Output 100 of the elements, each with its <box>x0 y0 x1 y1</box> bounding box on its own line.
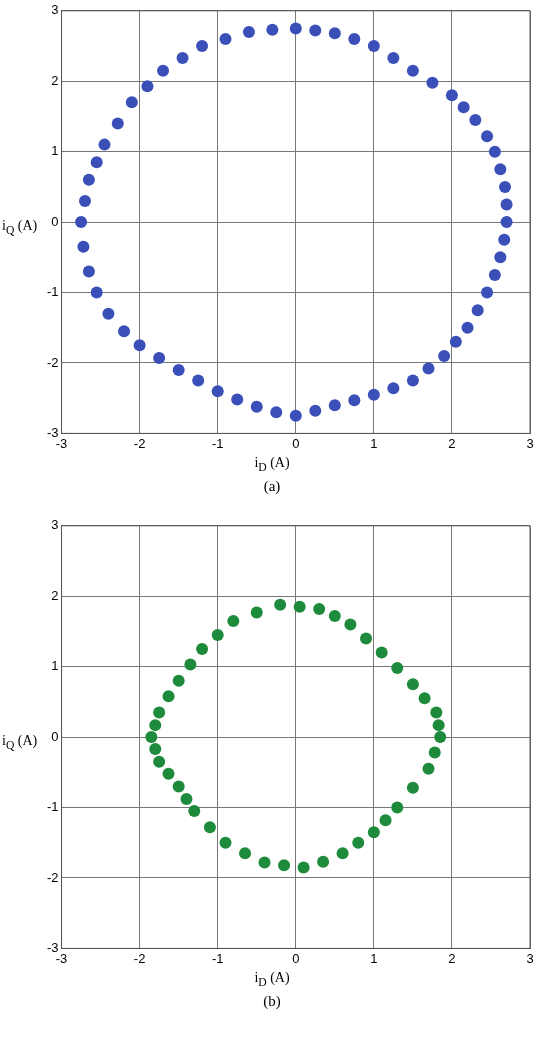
y-tick-label: 2 <box>51 72 59 88</box>
point <box>313 602 326 615</box>
point <box>428 746 441 759</box>
y-tick-label: -3 <box>47 939 59 955</box>
y-tick-label: -3 <box>47 424 59 440</box>
point <box>98 138 111 151</box>
point <box>250 400 263 413</box>
point <box>328 609 341 622</box>
y-axis-title: i$_{Q}$ (A) <box>2 218 38 237</box>
point <box>278 859 291 872</box>
y-tick-label: 3 <box>51 2 59 18</box>
point <box>309 404 322 417</box>
y-tick-label: 1 <box>51 658 59 674</box>
point <box>211 385 224 398</box>
point <box>203 821 216 834</box>
x-tick-label: 3 <box>526 950 534 966</box>
x-axis-title: i$_{D}$ (A) <box>253 455 291 474</box>
x-tick-label: 1 <box>370 435 378 451</box>
point <box>422 762 435 775</box>
point <box>430 706 443 719</box>
point <box>157 64 170 77</box>
point <box>231 393 244 406</box>
point <box>172 780 185 793</box>
point <box>387 51 400 64</box>
x-tick-label: 2 <box>448 435 456 451</box>
x-axis-title: i$_{D}$ (A) <box>253 970 291 989</box>
point <box>499 180 512 193</box>
point <box>500 216 513 229</box>
point <box>82 173 95 186</box>
point <box>125 96 138 109</box>
point <box>387 382 400 395</box>
point <box>172 364 185 377</box>
point <box>500 198 513 211</box>
point <box>344 618 357 631</box>
y-tick-label: -2 <box>47 869 59 885</box>
point <box>196 643 209 656</box>
point <box>297 861 310 874</box>
point <box>391 801 404 814</box>
point <box>172 674 185 687</box>
point <box>445 89 458 102</box>
point <box>242 25 255 38</box>
point <box>118 325 131 338</box>
point <box>162 690 175 703</box>
point <box>379 814 392 827</box>
text: (a) <box>262 478 282 495</box>
point <box>422 362 435 375</box>
y-tick-label: 0 <box>51 728 59 744</box>
point <box>141 80 154 93</box>
point <box>432 719 445 732</box>
y-tick-label: -2 <box>47 354 59 370</box>
point <box>293 600 306 613</box>
point <box>352 836 365 849</box>
point <box>375 646 388 659</box>
point <box>494 251 507 264</box>
point <box>461 321 474 334</box>
point <box>391 662 404 675</box>
point <box>367 388 380 401</box>
y-axis-title: i$_{Q}$ (A) <box>2 733 38 752</box>
y-tick-label: 0 <box>51 213 59 229</box>
point <box>348 394 361 407</box>
point <box>188 805 201 818</box>
point <box>289 409 302 422</box>
point <box>367 826 380 839</box>
point <box>438 349 451 362</box>
point <box>153 706 166 719</box>
y-tick-label: -1 <box>47 284 59 300</box>
point <box>102 307 115 320</box>
point <box>367 40 380 53</box>
y-tick-label: 3 <box>51 517 59 533</box>
point <box>149 719 162 732</box>
point <box>360 632 373 645</box>
x-tick-label: -1 <box>211 435 224 451</box>
point <box>457 101 470 114</box>
point <box>258 856 271 869</box>
point <box>78 194 91 207</box>
point <box>481 286 494 299</box>
point <box>481 130 494 143</box>
x-tick-label: -2 <box>133 435 146 451</box>
point <box>184 658 197 671</box>
point <box>406 64 419 77</box>
point <box>449 335 462 348</box>
point <box>219 836 232 849</box>
point <box>270 406 283 419</box>
x-tick-label: -2 <box>133 950 146 966</box>
y-tick-label: 1 <box>51 143 59 159</box>
point <box>75 216 88 229</box>
point <box>176 51 189 64</box>
x-tick-label: 0 <box>292 435 300 451</box>
point <box>153 755 166 768</box>
point <box>426 76 439 89</box>
point <box>250 606 263 619</box>
point <box>471 304 484 317</box>
y-tick-label: -1 <box>47 799 59 815</box>
point <box>153 352 166 365</box>
point <box>90 286 103 299</box>
point <box>406 374 419 387</box>
point <box>406 781 419 794</box>
point <box>309 24 322 37</box>
point <box>162 767 175 780</box>
point <box>111 117 124 130</box>
